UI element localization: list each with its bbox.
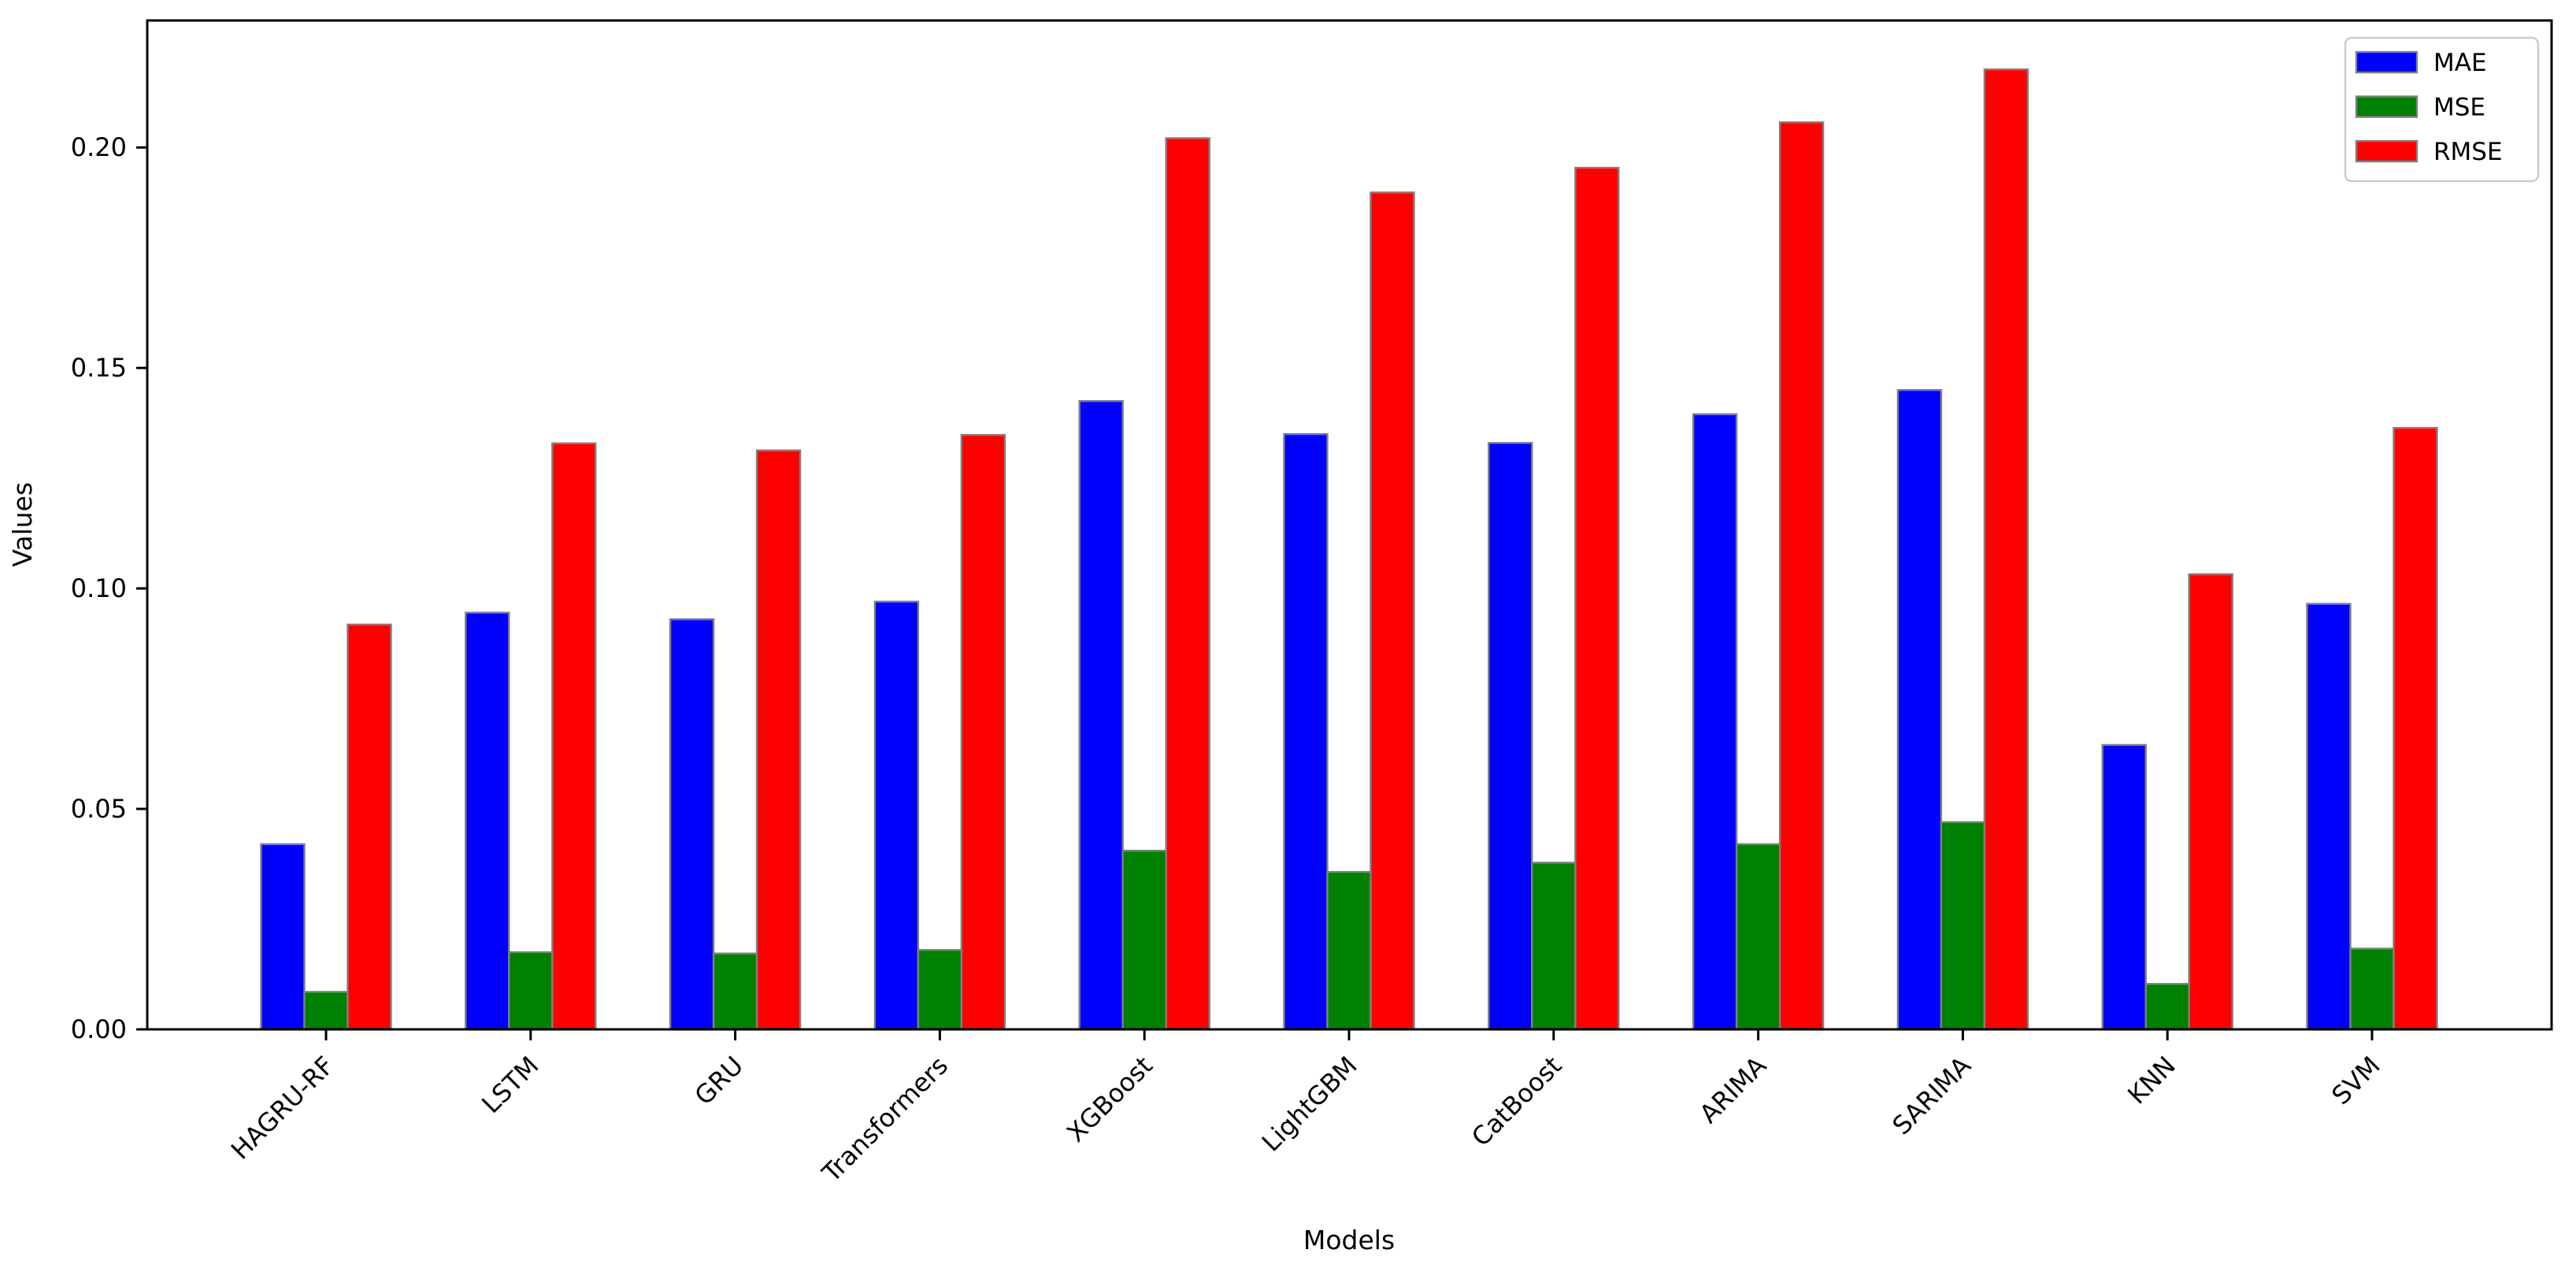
bar-MAE-SARIMA: [1896, 389, 1943, 1031]
y-tick-label: 0.00: [71, 1014, 127, 1044]
bar-RMSE-CatBoost: [1574, 166, 1620, 1031]
bar-RMSE-LSTM: [551, 442, 597, 1031]
bar-RMSE-ARIMA: [1778, 121, 1825, 1031]
bar-RMSE-SARIMA: [1983, 68, 2029, 1031]
y-tick-label: 0.15: [71, 353, 127, 383]
bar-MSE-ARIMA: [1735, 843, 1781, 1031]
bar-RMSE-GRU: [755, 449, 802, 1031]
bar-MAE-CatBoost: [1488, 442, 1533, 1031]
legend-label-RMSE: RMSE: [2433, 138, 2503, 166]
bar-MAE-GRU: [669, 618, 715, 1031]
bar-MSE-LightGBM: [1326, 870, 1372, 1031]
bar-MAE-LightGBM: [1283, 433, 1329, 1031]
bar-MSE-SARIMA: [1940, 821, 1986, 1031]
bar-MAE-XGBoost: [1078, 400, 1124, 1031]
bar-MSE-SVM: [2349, 947, 2395, 1031]
bar-MSE-CatBoost: [1531, 862, 1577, 1031]
bar-RMSE-KNN: [2188, 573, 2233, 1031]
bar-MAE-ARIMA: [1692, 413, 1738, 1031]
bar-MSE-Transformers: [917, 948, 963, 1031]
bar-MSE-LSTM: [508, 951, 554, 1031]
legend-swatch-RMSE: [2355, 139, 2418, 163]
bar-MAE-HAGRU-RF: [260, 843, 306, 1031]
bar-MSE-GRU: [712, 952, 758, 1031]
bar-RMSE-HAGRU-RF: [347, 623, 392, 1031]
bar-MAE-SVM: [2306, 602, 2352, 1031]
y-tick-label: 0.05: [71, 794, 127, 824]
x-axis-label: Models: [1303, 1225, 1395, 1255]
bar-RMSE-XGBoost: [1165, 137, 1210, 1031]
bar-MSE-XGBoost: [1121, 849, 1167, 1031]
legend-swatch-MAE: [2355, 50, 2418, 74]
bar-MSE-KNN: [2144, 983, 2190, 1031]
y-tick-label: 0.10: [71, 573, 127, 603]
bar-RMSE-Transformers: [960, 434, 1006, 1031]
bar-RMSE-SVM: [2393, 427, 2438, 1031]
y-axis-label: Values: [7, 482, 38, 567]
bar-MAE-Transformers: [873, 600, 920, 1031]
legend-label-MSE: MSE: [2433, 94, 2485, 122]
bar-MAE-LSTM: [465, 611, 510, 1031]
bar-MSE-HAGRU-RF: [303, 991, 349, 1031]
bar-RMSE-LightGBM: [1370, 191, 1415, 1031]
y-tick-label: 0.20: [71, 132, 127, 162]
legend-label-MAE: MAE: [2433, 49, 2487, 77]
legend-swatch-MSE: [2355, 95, 2418, 118]
bar-MAE-KNN: [2101, 743, 2147, 1031]
